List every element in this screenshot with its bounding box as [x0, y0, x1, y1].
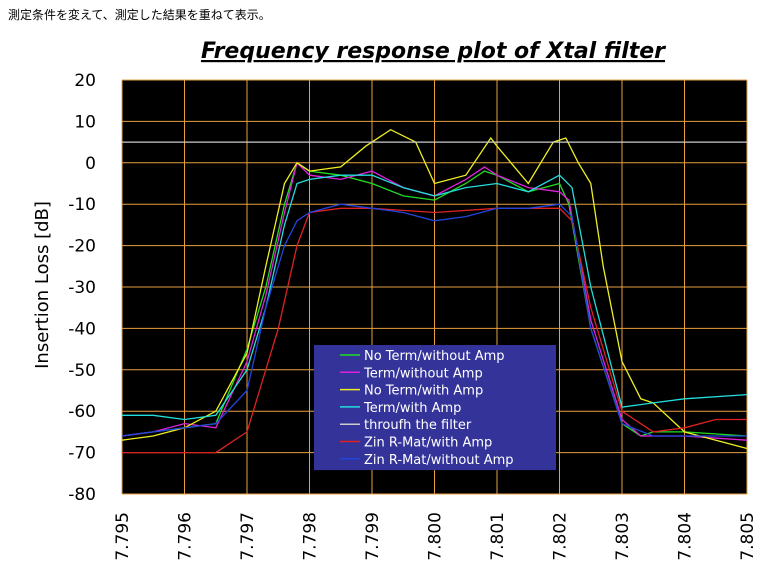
x-tick-label: 7.805	[738, 512, 758, 561]
series-line-3	[122, 174, 748, 421]
legend-label: No Term/without Amp	[364, 349, 505, 364]
y-tick-label: -60	[68, 402, 96, 422]
y-tick-label: 20	[74, 71, 96, 91]
series-line-2	[121, 128, 748, 450]
x-tick-label: 7.801	[488, 512, 508, 561]
y-tick-label: -70	[68, 444, 96, 464]
legend-label: Zin R-Mat/without Amp	[364, 453, 514, 468]
y-tick-label: 10	[74, 112, 96, 132]
legend: No Term/without Amp Term/without Amp No Te…	[314, 345, 556, 471]
series-line-6	[121, 203, 747, 437]
x-tick-label: 7.804	[676, 512, 696, 561]
x-tick-label: 7.798	[301, 512, 321, 561]
y-tick-label: 0	[85, 154, 96, 174]
grid-lines	[121, 79, 748, 495]
y-tick-labels: 20 10 0 -10 -20 -30 -40 -50 -60 -70 -80	[68, 71, 96, 505]
series-group	[121, 128, 748, 454]
legend-label: throufh the filter	[364, 418, 472, 433]
y-tick-label: -50	[68, 361, 96, 381]
x-tick-label: 7.796	[176, 512, 196, 561]
y-tick-label: -20	[68, 237, 96, 257]
y-axis-label: Insertion Loss [dB]	[32, 201, 53, 369]
y-tick-label: -30	[68, 278, 96, 298]
series-line-5	[122, 207, 747, 454]
x-tick-label: 7.802	[551, 512, 571, 561]
legend-label: Term/without Amp	[363, 366, 483, 381]
chart-title: Frequency response plot of Xtal filter	[201, 39, 666, 64]
legend-label: Zin R-Mat/with Amp	[364, 436, 492, 451]
note-text: 測定条件を変えて、測定した結果を重ねて表示。	[8, 8, 271, 22]
y-tick-label: -80	[68, 485, 96, 505]
y-tick-label: -40	[68, 319, 96, 339]
legend-label: Term/with Amp	[363, 401, 461, 416]
x-tick-label: 7.799	[363, 512, 383, 561]
x-tick-label: 7.795	[113, 512, 133, 561]
x-tick-label: 7.800	[426, 512, 446, 561]
x-tick-label: 7.797	[238, 512, 258, 561]
y-tick-label: -10	[68, 195, 96, 215]
legend-label: No Term/with Amp	[364, 384, 483, 399]
x-tick-label: 7.803	[613, 512, 633, 561]
x-tick-labels: 7.795 7.796 7.797 7.798 7.799 7.800 7.801 7.802…	[113, 512, 758, 561]
